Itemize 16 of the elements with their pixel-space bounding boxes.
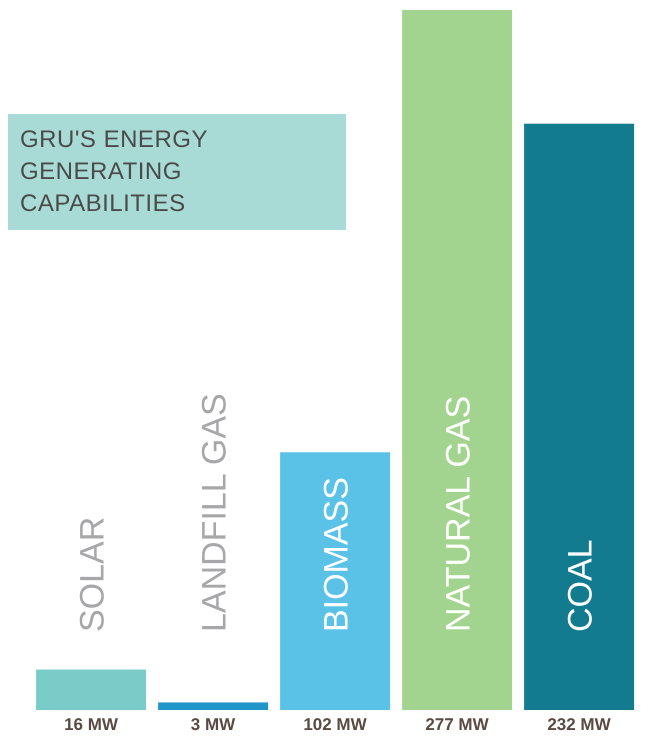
data-label: 3 MW — [190, 715, 236, 734]
data-label: 102 MW — [303, 715, 368, 734]
bar — [402, 10, 512, 710]
bar — [524, 124, 634, 710]
x-tick-label: COAL — [561, 539, 600, 632]
data-label: 232 MW — [547, 715, 612, 734]
data-label: 277 MW — [425, 715, 490, 734]
bar — [36, 670, 146, 710]
bar — [280, 452, 390, 710]
x-tick-label: BIOMASS — [317, 477, 356, 632]
bar — [158, 702, 268, 710]
data-label: 16 MW — [64, 715, 119, 734]
x-tick-label: LANDFILL GAS — [195, 393, 234, 632]
x-tick-label: SOLAR — [73, 516, 112, 632]
x-tick-label: NATURAL GAS — [439, 396, 478, 632]
title-box: GRU'S ENERGY GENERATING CAPABILITIES — [8, 114, 346, 230]
